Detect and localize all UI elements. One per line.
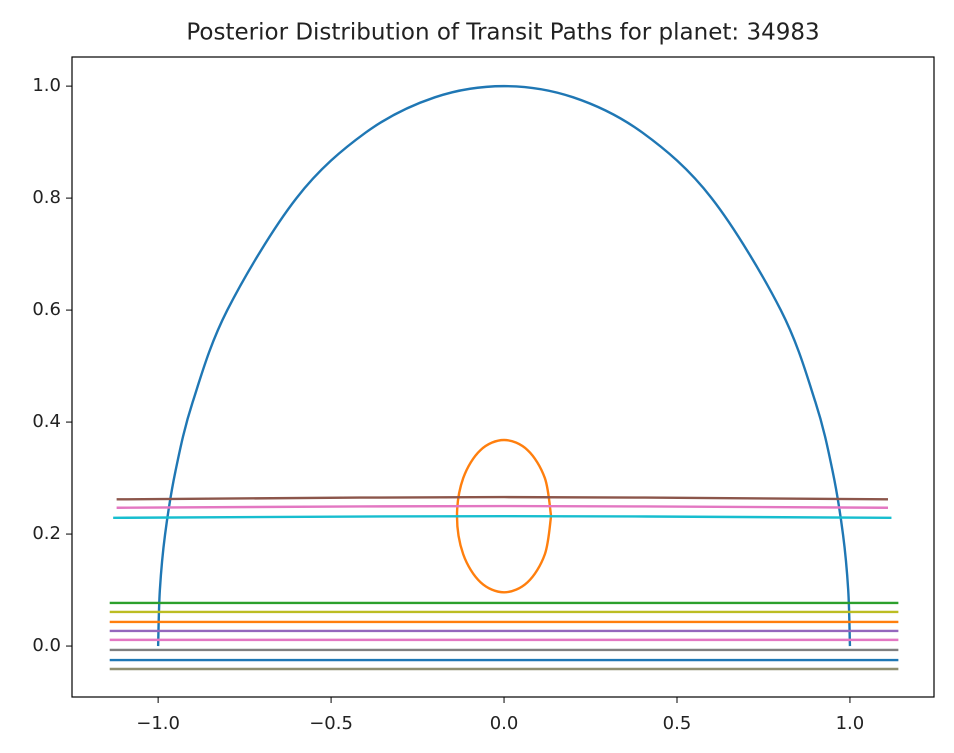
x-tick-label: 1.0 [836, 713, 865, 734]
series-line [113, 514, 892, 520]
series-line [116, 495, 889, 501]
chart-title: Posterior Distribution of Transit Paths … [186, 20, 819, 46]
y-tick-label: 0.0 [32, 635, 61, 656]
y-tick-label: 0.4 [32, 411, 61, 432]
x-tick-label: 0.5 [663, 713, 692, 734]
x-tick-label: −1.0 [136, 713, 180, 734]
axes-frame [71, 56, 935, 698]
x-tick-label: 0.0 [490, 713, 519, 734]
series-line [156, 84, 852, 647]
y-tick-label: 0.2 [32, 523, 61, 544]
y-tick-label: 0.8 [32, 187, 61, 208]
y-tick-label: 1.0 [32, 75, 61, 96]
y-tick-label: 0.6 [32, 299, 61, 320]
series-line [116, 504, 888, 509]
x-tick-label: −0.5 [309, 713, 353, 734]
